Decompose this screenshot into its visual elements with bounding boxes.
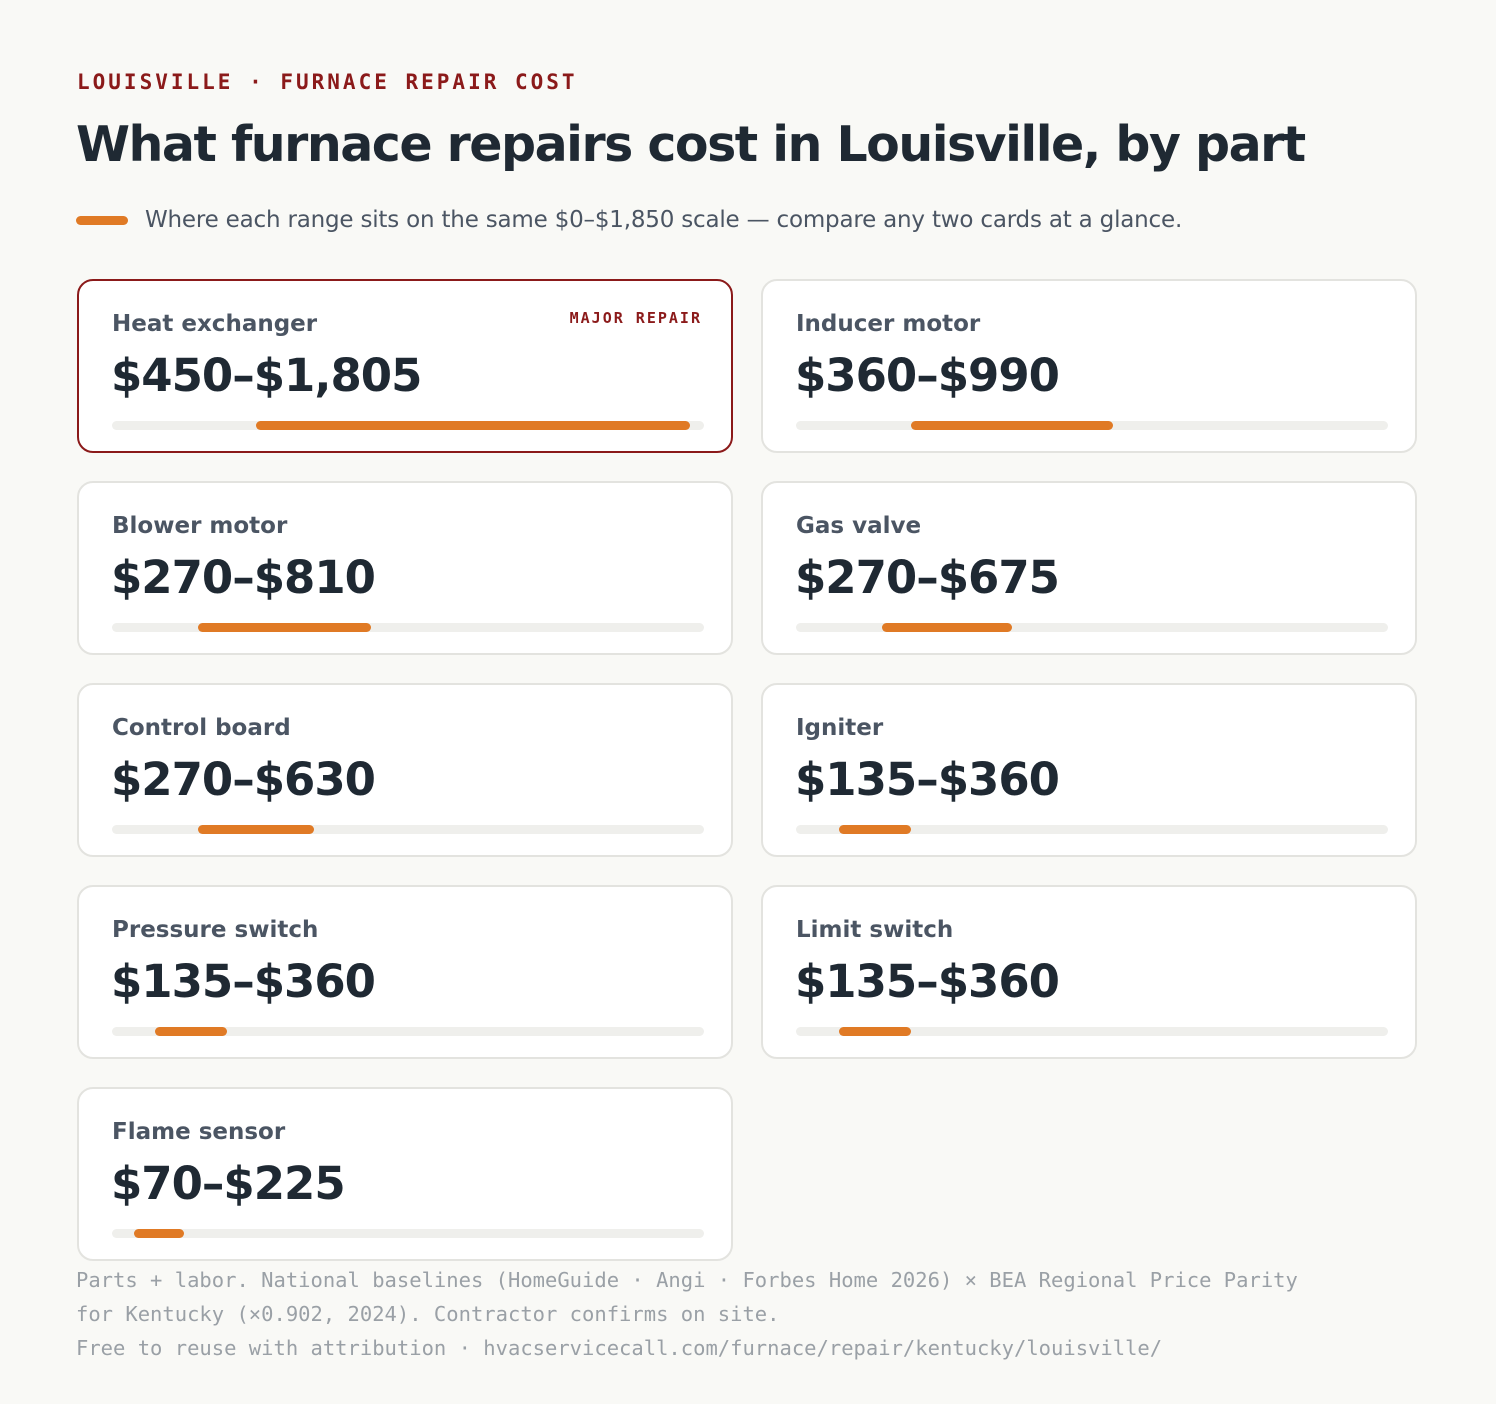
- range-bar-fill: [198, 623, 372, 632]
- cost-card: Pressure switch $135–$360: [77, 885, 733, 1059]
- card-price-range: $135–$360: [795, 753, 1060, 806]
- scale-legend: Where each range sits on the same $0–$1,…: [76, 205, 1182, 235]
- cost-card: Blower motor $270–$810: [77, 481, 733, 655]
- card-part-label: Igniter: [796, 715, 884, 741]
- cost-card: Igniter $135–$360: [761, 683, 1417, 857]
- cost-card: Flame sensor $70–$225: [77, 1087, 733, 1261]
- footer-line-adjustment: for Kentucky (×0.902, 2024). Contractor …: [76, 1302, 780, 1326]
- page-title: What furnace repairs cost in Louisville,…: [76, 116, 1306, 173]
- footer-line-attribution: Free to reuse with attribution · hvacser…: [76, 1336, 1163, 1360]
- range-bar-track: [112, 421, 704, 430]
- card-price-range: $270–$630: [111, 753, 376, 806]
- range-bar-fill: [839, 825, 912, 834]
- range-bar-track: [112, 1229, 704, 1238]
- card-part-label: Control board: [112, 715, 291, 741]
- range-bar-track: [796, 623, 1388, 632]
- card-part-label: Limit switch: [796, 917, 954, 943]
- range-bar-fill: [882, 623, 1012, 632]
- cost-card: Heat exchanger MAJOR REPAIR $450–$1,805: [77, 279, 733, 453]
- eyebrow: LOUISVILLE · FURNACE REPAIR COST: [77, 70, 578, 94]
- card-price-range: $450–$1,805: [111, 349, 422, 402]
- footer: Parts + labor. National baselines (HomeG…: [76, 1263, 1298, 1365]
- card-price-range: $135–$360: [111, 955, 376, 1008]
- range-bar-fill: [155, 1027, 228, 1036]
- range-bar-track: [112, 1027, 704, 1036]
- cost-card: Limit switch $135–$360: [761, 885, 1417, 1059]
- card-price-range: $270–$810: [111, 551, 376, 604]
- range-bar-track: [796, 1027, 1388, 1036]
- card-price-range: $70–$225: [111, 1157, 346, 1210]
- card-part-label: Inducer motor: [796, 311, 981, 337]
- range-bar-fill: [198, 825, 314, 834]
- cost-card: Gas valve $270–$675: [761, 481, 1417, 655]
- major-repair-badge: MAJOR REPAIR: [569, 309, 702, 327]
- card-price-range: $135–$360: [795, 955, 1060, 1008]
- card-part-label: Pressure switch: [112, 917, 319, 943]
- legend-swatch: [76, 215, 128, 225]
- card-part-label: Blower motor: [112, 513, 288, 539]
- card-part-label: Gas valve: [796, 513, 922, 539]
- range-bar-fill: [911, 421, 1113, 430]
- range-bar-fill: [256, 421, 690, 430]
- subtitle: Where each range sits on the same $0–$1,…: [145, 207, 1183, 233]
- range-bar-fill: [839, 1027, 912, 1036]
- range-bar-fill: [134, 1229, 184, 1238]
- range-bar-track: [112, 825, 704, 834]
- card-price-range: $360–$990: [795, 349, 1060, 402]
- cost-card: Inducer motor $360–$990: [761, 279, 1417, 453]
- card-part-label: Flame sensor: [112, 1119, 286, 1145]
- range-bar-track: [796, 421, 1388, 430]
- range-bar-track: [112, 623, 704, 632]
- cost-card: Control board $270–$630: [77, 683, 733, 857]
- range-bar-track: [796, 825, 1388, 834]
- card-price-range: $270–$675: [795, 551, 1060, 604]
- footer-line-sources: Parts + labor. National baselines (HomeG…: [76, 1268, 1298, 1292]
- card-part-label: Heat exchanger: [112, 311, 318, 337]
